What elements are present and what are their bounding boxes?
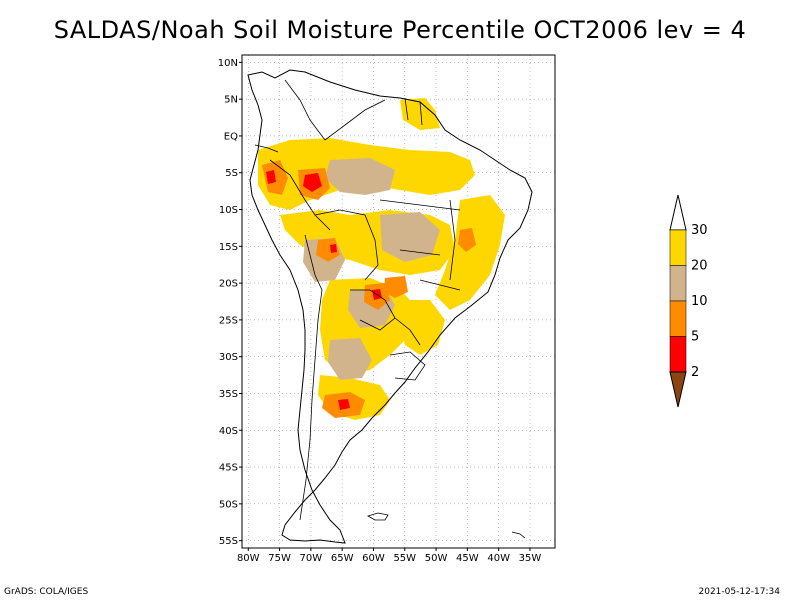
border-ecuador-peru [254,144,279,153]
legend-bin [669,229,687,266]
border-guianas-1 [404,97,409,121]
falkland-islands [366,512,389,521]
border-peru-brazil [269,159,331,231]
border-guianas-2 [419,101,423,126]
legend-label: 2 [691,365,699,380]
shade-2-5-central [330,244,337,253]
legend-bin [669,300,687,337]
lat-tick-label: 5N [224,95,238,106]
shade-20-30-south-brazil [398,300,445,355]
border-paraguay [350,289,396,331]
lon-tick-label: 50W [425,553,448,564]
lon-tick-label: 40W [487,553,510,564]
footer-timestamp: 2021-05-12-17:34 [698,587,781,597]
lon-tick-label: 65W [331,553,354,564]
lat-tick-label: 40S [219,426,238,437]
border-bolivia-brazil [314,209,379,281]
lat-tick-label: 5S [225,168,238,179]
legend-label: 5 [691,330,699,345]
lat-tick-label: 25S [219,315,238,326]
country-borders [254,79,461,521]
lon-tick-label: 75W [268,553,291,564]
shade-10-20-amazon [325,158,395,195]
lon-tick-label: 55W [393,553,416,564]
map-title: SALDAS/Noah Soil Moisture Percentile OCT… [53,16,747,44]
lon-tick-label: 80W [237,553,260,564]
lat-tick-label: 50S [219,499,238,510]
shade-2-5-pampas [338,399,350,410]
legend-label: 20 [691,259,708,274]
shade-10-20-argentina [328,338,372,380]
shade-2-5-peru [266,170,276,184]
border-brazil-states [379,199,461,291]
shade-5-10-bolivia [316,238,340,262]
legend-bin-bottom [669,371,687,408]
lat-tick-label: 10N [218,58,238,69]
latitude-labels: 10N 5N EQ 5S 10S 15S 20S 25S 30S 35S 40S 45S 50S 55S [218,58,242,547]
border-venezuela-brazil [324,99,386,141]
south-america-coastline [247,69,533,544]
lat-tick-label: 30S [219,352,238,363]
shade-2-5-amazon [303,173,322,192]
lat-tick-label: 45S [219,463,238,474]
border-bolivia-chile [304,234,323,291]
shade-5-10-mato-grosso [384,276,408,298]
lon-tick-label: 70W [300,553,323,564]
lat-tick-label: 10S [219,205,238,216]
lat-tick-label: 15S [219,242,238,253]
shade-10-20-central-brazil [380,212,440,262]
border-uruguay [389,351,426,381]
legend-label: 10 [691,294,708,309]
lat-tick-label: EQ [224,131,238,142]
shade-5-10-northeast [458,228,476,252]
lat-tick-label: 55S [219,536,238,547]
shade-20-30-guianas [400,98,440,130]
shade-20-30-east [435,195,505,310]
south-georgia-fragment [511,531,526,539]
lat-tick-label: 35S [219,389,238,400]
soil-moisture-shading [258,98,505,420]
legend-bin [669,336,687,373]
map-frame-border [241,54,556,549]
legend-bin [669,265,687,302]
lon-tick-label: 60W [362,553,385,564]
lon-tick-label: 35W [519,553,542,564]
legend-label: 30 [691,223,708,238]
border-argentina-brazil [394,317,421,346]
footer-credit: GrADS: COLA/IGES [4,587,89,597]
legend-colorbar: 30 20 10 5 2 [669,194,708,408]
border-argentina-chile [299,289,323,521]
border-colombia-venezuela [284,79,326,141]
lon-tick-label: 45W [456,553,479,564]
lat-tick-label: 20S [219,279,238,290]
legend-bin-top [669,194,687,231]
longitude-labels: 80W 75W 70W 65W 60W 55W 50W 45W 40W 35W [237,548,541,564]
